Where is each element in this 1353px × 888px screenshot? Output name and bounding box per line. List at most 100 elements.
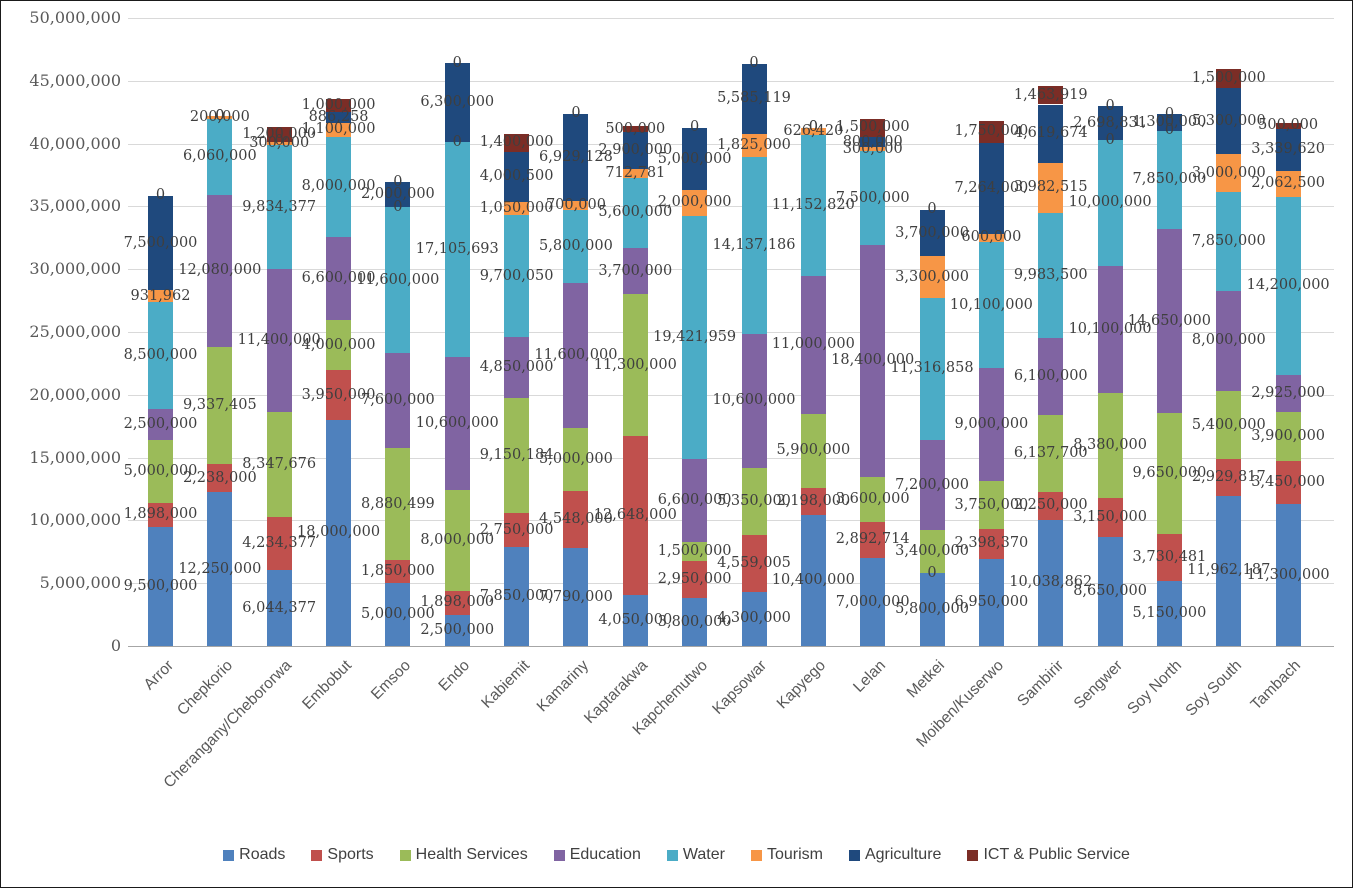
bar-segment-agriculture: [148, 195, 173, 291]
bar-segment-agriculture: [860, 137, 886, 148]
legend-swatch-icon: [848, 849, 860, 861]
bar-segment-tourism: [919, 256, 945, 298]
legend-label: ICT & Public Service: [983, 846, 1130, 863]
legend-item-ict-public-service: ICT & Public Service: [967, 846, 1130, 864]
bar-segment-health-services: [266, 412, 292, 517]
bar-segment-water: [1216, 192, 1242, 291]
gridline: [128, 18, 1334, 19]
legend-item-agriculture: Agriculture: [848, 846, 942, 864]
bar-segment-roads: [385, 583, 411, 646]
bar-segment-ict-public-service: [978, 120, 1004, 143]
bar-segment-water: [385, 207, 411, 353]
bar-segment-ict-public-service: [504, 134, 530, 152]
bar-segment-education: [682, 459, 708, 543]
bar-segment-education: [207, 195, 233, 347]
bar-segment-health-services: [563, 428, 589, 492]
y-tick-label: 30,000,000: [29, 259, 121, 279]
bar-segment-education: [1038, 337, 1064, 415]
legend-label: Health Services: [415, 846, 528, 863]
bar-segment-roads: [444, 614, 470, 646]
gridline: [128, 395, 1334, 396]
bar-segment-tourism: [741, 133, 767, 157]
bar-segment-agriculture: [1275, 128, 1301, 171]
bar-segment-agriculture: [1038, 104, 1064, 163]
bar-segment-roads: [978, 558, 1004, 646]
y-tick-label: 45,000,000: [29, 70, 121, 90]
y-tick-label: 25,000,000: [29, 322, 121, 341]
bar-segment-water: [444, 142, 470, 358]
bar-segment-agriculture: [978, 142, 1004, 235]
bar-segment-sports: [444, 590, 470, 615]
bar-segment-water: [148, 301, 173, 409]
bar-segment-water: [504, 215, 530, 338]
bar-segment-health-services: [978, 481, 1004, 529]
y-tick-label: 35,000,000: [29, 196, 121, 216]
bar-segment-health-services: [1038, 414, 1064, 492]
legend-item-tourism: Tourism: [750, 846, 823, 864]
bar-segment-water: [1275, 196, 1301, 375]
bar-segment-education: [148, 408, 173, 441]
bar-segment-education: [1156, 229, 1182, 414]
bar-segment-agriculture: [326, 111, 352, 123]
legend-label: Agriculture: [864, 846, 942, 863]
bar-segment-sports: [385, 559, 411, 584]
bar-segment-agriculture: [504, 151, 530, 202]
bar-segment-water: [1097, 140, 1123, 266]
bar-segment-health-services: [860, 476, 886, 522]
bar-segment-agriculture: [1216, 87, 1242, 155]
bar-segment-health-services: [1097, 392, 1123, 498]
bar-segment-health-services: [1156, 413, 1182, 535]
gridline: [128, 332, 1334, 333]
bar-segment-agriculture: [682, 127, 708, 191]
bar-segment-tourism: [1038, 162, 1064, 213]
bar-segment-education: [978, 368, 1004, 482]
legend-item-sports: Sports: [311, 846, 374, 864]
bar-segment-roads: [741, 591, 767, 646]
bar-segment-tourism: [563, 200, 589, 210]
bar-segment-sports: [148, 502, 173, 527]
legend-swatch-icon: [750, 849, 762, 861]
bar-segment-health-services: [800, 413, 826, 488]
bar-segment-water: [622, 177, 648, 248]
bar-segment-education: [1275, 375, 1301, 412]
legend-label: Tourism: [766, 846, 823, 863]
bar-segment-agriculture: [919, 209, 945, 257]
bar-segment-health-services: [207, 346, 233, 465]
bar-segment-roads: [682, 598, 708, 646]
bar-segment-tourism: [1275, 170, 1301, 197]
bar-segment-agriculture: [444, 63, 470, 143]
bar-segment-sports: [741, 534, 767, 592]
bar-segment-health-services: [919, 530, 945, 574]
bar-segment-water: [326, 136, 352, 238]
bar-segment-education: [563, 282, 589, 429]
bar-segment-sports: [1156, 534, 1182, 582]
bar-segment-sports: [504, 512, 530, 548]
chart-legend: Roads Sports Health Services Education Water…: [1, 846, 1352, 864]
bar-segment-health-services: [385, 448, 411, 560]
bar-segment-education: [741, 334, 767, 468]
bar-segment-ict-public-service: [1275, 122, 1301, 129]
bar-segment-sports: [1216, 458, 1242, 496]
legend-swatch-icon: [399, 849, 411, 861]
bar-segment-education: [919, 440, 945, 531]
bar-segment-agriculture: [622, 132, 648, 169]
bar-segment-health-services: [741, 467, 767, 535]
bar-segment-health-services: [148, 440, 173, 503]
bar-segment-roads: [504, 547, 530, 646]
y-tick-label: 10,000,000: [29, 510, 121, 530]
gridline: [128, 583, 1334, 584]
bar-segment-health-services: [326, 320, 352, 371]
bar-segment-tourism: [207, 116, 233, 119]
bar-segment-water: [1038, 212, 1064, 338]
legend-item-health-services: Health Services: [399, 846, 528, 864]
bar-segment-sports: [563, 491, 589, 549]
bar-segment-education: [266, 268, 292, 413]
gridline: [128, 458, 1334, 459]
bar-segment-ict-public-service: [266, 126, 292, 142]
bar-segment-water: [682, 215, 708, 460]
bar-segment-water: [978, 241, 1004, 369]
bar-segment-roads: [207, 492, 233, 646]
gridline: [128, 144, 1334, 145]
